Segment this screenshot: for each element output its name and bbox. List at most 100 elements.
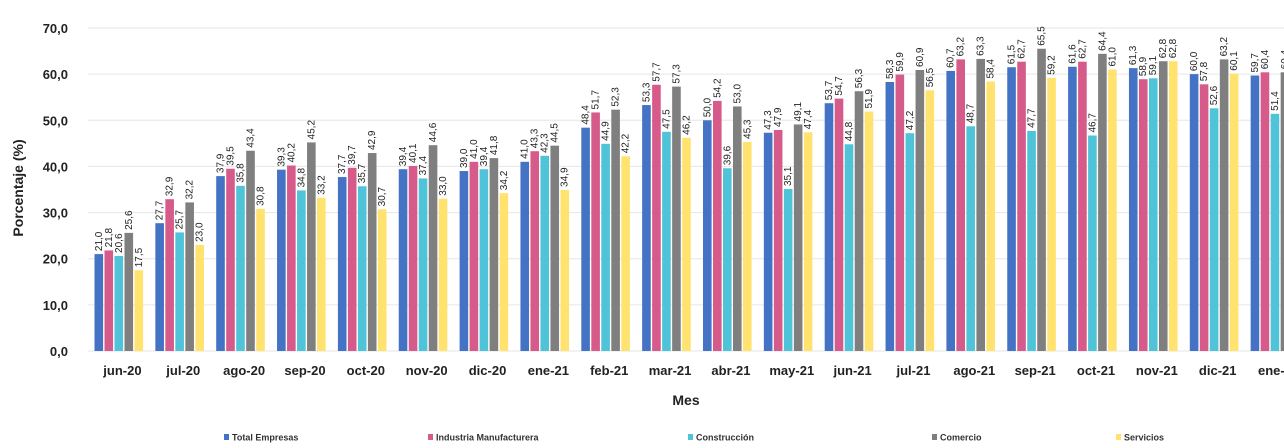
bar-servicios-ago-20 [256,208,265,351]
bar-construcci-n-ago-20 [236,185,245,351]
x-tick-label: nov-20 [406,363,448,378]
data-label: 17,5 [134,247,145,267]
data-label: 60,9 [915,47,926,67]
x-tick-label: ago-20 [223,363,265,378]
data-label: 60,4 [1260,49,1271,69]
data-label: 35,8 [236,163,247,183]
data-label: 33,0 [438,176,449,196]
bar-industria-manufacturera-oct-21 [1078,61,1087,351]
data-label: 39,7 [347,145,358,165]
bar-industria-manufacturera-sep-20 [287,165,296,351]
data-label: 37,4 [418,156,429,176]
bar-construcci-n-sep-21 [1027,130,1036,351]
data-label: 59,9 [895,52,906,72]
legend-label: Construcción [696,433,754,443]
data-label: 37,9 [216,153,227,173]
data-label: 58,4 [986,59,997,79]
data-label: 47,4 [803,109,814,129]
data-label: 65,5 [1037,26,1048,46]
bar-construcci-n-nov-20 [418,178,428,351]
legend: Total Empresas Industria Manufacturera Con… [224,433,1164,443]
bar-total-empresas-dic-20 [459,171,469,351]
data-label: 53,3 [641,82,652,102]
data-label: 54,7 [834,76,845,96]
x-tick-label: ene-21 [528,363,569,378]
data-label: 44,8 [844,121,855,141]
data-label: 32,2 [185,180,196,200]
x-axis-title: Mes [672,392,699,408]
y-tick-label: 10,0 [43,298,68,313]
data-label: 60,7 [946,48,957,68]
bar-servicios-mar-21 [682,137,691,351]
data-label: 53,7 [824,80,835,100]
bar-industria-manufacturera-ene-22 [1260,72,1270,351]
data-label: 56,3 [854,68,865,88]
bar-total-empresas-ene-21 [520,161,530,351]
bar-industria-manufacturera-ago-21 [956,59,965,352]
bar-total-empresas-sep-20 [277,169,286,351]
bar-servicios-jul-21 [925,90,935,352]
bar-total-empresas-abr-21 [703,120,712,352]
x-tick-label: dic-20 [469,363,507,378]
data-label: 21,8 [104,228,115,248]
legend-swatch [224,434,229,440]
bar-servicios-may-21 [803,132,813,351]
x-tick-label: ago-21 [953,363,995,378]
data-label: 30,8 [256,186,267,206]
data-label: 57,3 [671,64,682,84]
data-label: 45,2 [306,120,317,140]
data-label: 21,0 [94,231,105,251]
bar-industria-manufacturera-jul-20 [165,199,174,351]
x-tick-label: abr-21 [711,363,750,378]
bar-construcci-n-dic-21 [1209,108,1219,351]
bar-comercio-nov-21 [1158,61,1168,351]
bar-total-empresas-nov-21 [1128,68,1138,351]
data-label: 62,7 [1017,39,1028,59]
bar-comercio-ago-20 [246,150,255,351]
bar-total-empresas-jun-21 [824,103,834,351]
data-label: 20,6 [114,233,125,253]
data-label: 34,8 [296,168,307,188]
data-label: 46,7 [1087,113,1098,133]
bar-servicios-nov-20 [438,198,448,351]
data-label: 48,7 [966,103,977,123]
x-tick-label: oct-20 [347,363,385,378]
x-tick-label: jul-21 [895,363,930,378]
data-label: 59,7 [1250,53,1261,73]
bar-servicios-jun-21 [864,111,874,351]
x-tick-label: oct-21 [1077,363,1115,378]
bar-industria-manufacturera-ene-21 [530,151,540,351]
y-axis-title: Porcentaje (%) [10,139,26,236]
bar-industria-manufacturera-oct-20 [347,167,357,351]
bar-servicios-dic-21 [1229,73,1239,351]
data-label: 39,4 [398,146,409,166]
bar-total-empresas-jul-20 [155,223,164,351]
data-label: 42,3 [540,133,551,153]
bar-total-empresas-ago-20 [216,176,225,351]
bar-total-empresas-mar-21 [642,105,651,352]
y-tick-label: 40,0 [43,159,68,174]
x-tick-label: nov-21 [1136,363,1178,378]
bar-servicios-nov-21 [1168,61,1178,351]
bar-total-empresas-sep-21 [1007,67,1016,351]
data-label: 47,3 [763,110,774,130]
data-label: 45,3 [742,119,753,139]
bar-industria-manufacturera-jul-21 [895,74,905,352]
bar-total-empresas-nov-20 [398,169,408,351]
bar-construcci-n-ago-21 [966,126,975,351]
data-label: 43,4 [246,128,257,148]
bar-construcci-n-ene-22 [1270,113,1280,351]
bar-servicios-feb-21 [621,156,630,351]
data-label: 34,9 [560,167,571,187]
data-label: 35,1 [783,166,794,186]
y-tick-label: 60,0 [43,67,68,82]
bar-total-empresas-ene-22 [1250,75,1260,351]
bar-total-empresas-feb-21 [581,127,590,351]
data-label: 44,5 [550,123,561,143]
data-label: 48,4 [581,105,592,125]
bar-servicios-ene-21 [560,189,570,351]
x-tick-label: ene-22 [1258,363,1284,378]
data-label: 64,4 [1097,31,1108,51]
bar-construcci-n-abr-21 [723,168,732,351]
